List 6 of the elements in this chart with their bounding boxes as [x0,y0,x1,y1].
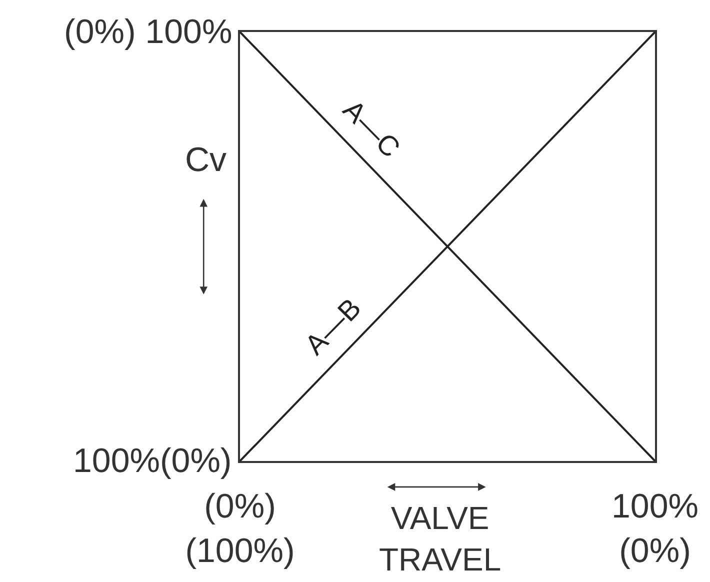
annotation: 100%(0%) [73,442,232,480]
x-tick-label: 100% (0%) [612,488,698,570]
annotation: (0%) 100% [64,13,232,51]
y-axis-title: Cv [185,141,227,179]
x-tick-label: (0%) (100%) [185,488,295,570]
x-axis-title: VALVE TRAVEL [379,500,502,578]
